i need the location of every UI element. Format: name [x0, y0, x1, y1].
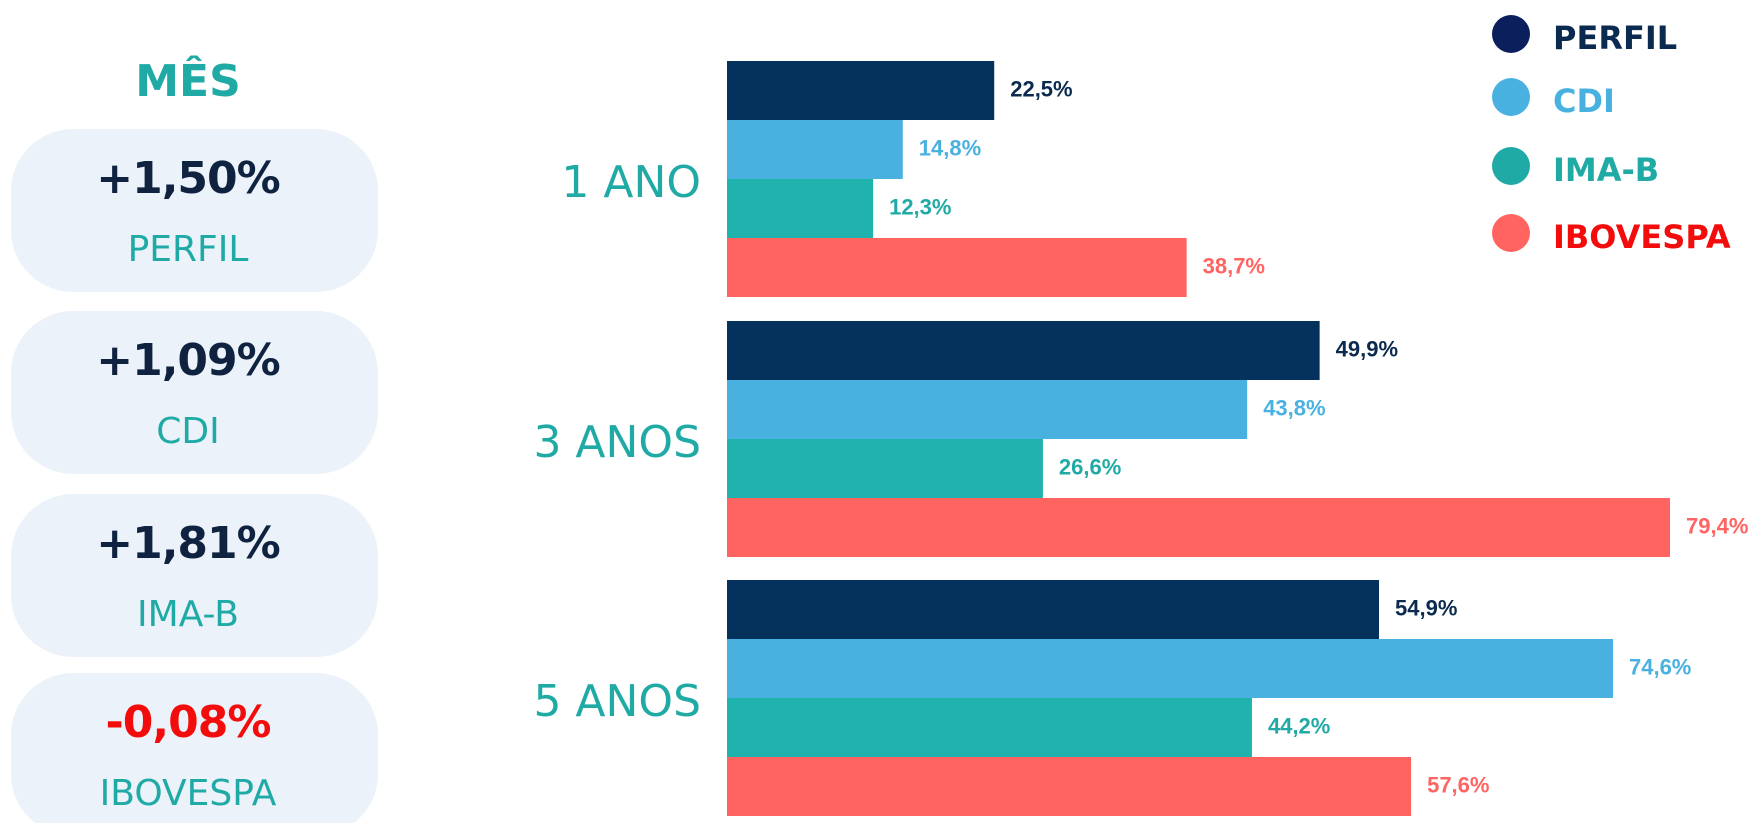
- value-label: 14,8%: [919, 135, 981, 160]
- category-label: 3 ANOS: [533, 417, 701, 468]
- value-label: 12,3%: [889, 194, 951, 219]
- value-label: 49,9%: [1336, 336, 1398, 361]
- month-value: +1,81%: [96, 518, 280, 569]
- legend-marker: [1492, 15, 1530, 53]
- legend-marker: [1492, 214, 1530, 252]
- month-card: [11, 129, 378, 292]
- bar: [727, 498, 1670, 557]
- month-card: [11, 673, 378, 823]
- legend-marker: [1492, 147, 1530, 185]
- month-value: +1,09%: [96, 335, 280, 386]
- legend-label: IMA-B: [1553, 151, 1659, 189]
- value-label: 44,2%: [1268, 713, 1330, 738]
- bar: [727, 380, 1248, 439]
- value-label: 22,5%: [1010, 76, 1072, 101]
- month-name: IMA-B: [137, 594, 239, 635]
- bar: [727, 120, 903, 179]
- category-label: 5 ANOS: [533, 676, 701, 727]
- legend-label: PERFIL: [1553, 19, 1677, 57]
- bar: [727, 698, 1252, 757]
- month-name: IBOVESPA: [100, 773, 277, 814]
- month-card: [11, 311, 378, 474]
- bar: [727, 439, 1043, 498]
- month-card: [11, 494, 378, 657]
- month-name: CDI: [156, 411, 219, 452]
- month-value: -0,08%: [106, 697, 271, 748]
- value-label: 54,9%: [1395, 595, 1457, 620]
- legend-marker: [1492, 78, 1530, 116]
- value-label: 74,6%: [1629, 654, 1691, 679]
- value-label: 38,7%: [1203, 253, 1265, 278]
- month-value: +1,50%: [96, 153, 280, 204]
- value-label: 79,4%: [1686, 513, 1748, 538]
- month-name: PERFIL: [128, 229, 249, 270]
- value-label: 57,6%: [1427, 772, 1489, 797]
- value-label: 26,6%: [1059, 454, 1121, 479]
- month-title: MÊS: [135, 54, 241, 107]
- bar: [727, 757, 1412, 816]
- bar: [727, 238, 1187, 297]
- category-label: 1 ANO: [561, 157, 701, 208]
- bar: [727, 179, 874, 238]
- legend-label: IBOVESPA: [1553, 218, 1731, 256]
- bar: [727, 321, 1320, 380]
- bar: [727, 580, 1380, 639]
- bar: [727, 61, 995, 120]
- bar: [727, 639, 1613, 698]
- legend-label: CDI: [1553, 82, 1615, 120]
- value-label: 43,8%: [1263, 395, 1325, 420]
